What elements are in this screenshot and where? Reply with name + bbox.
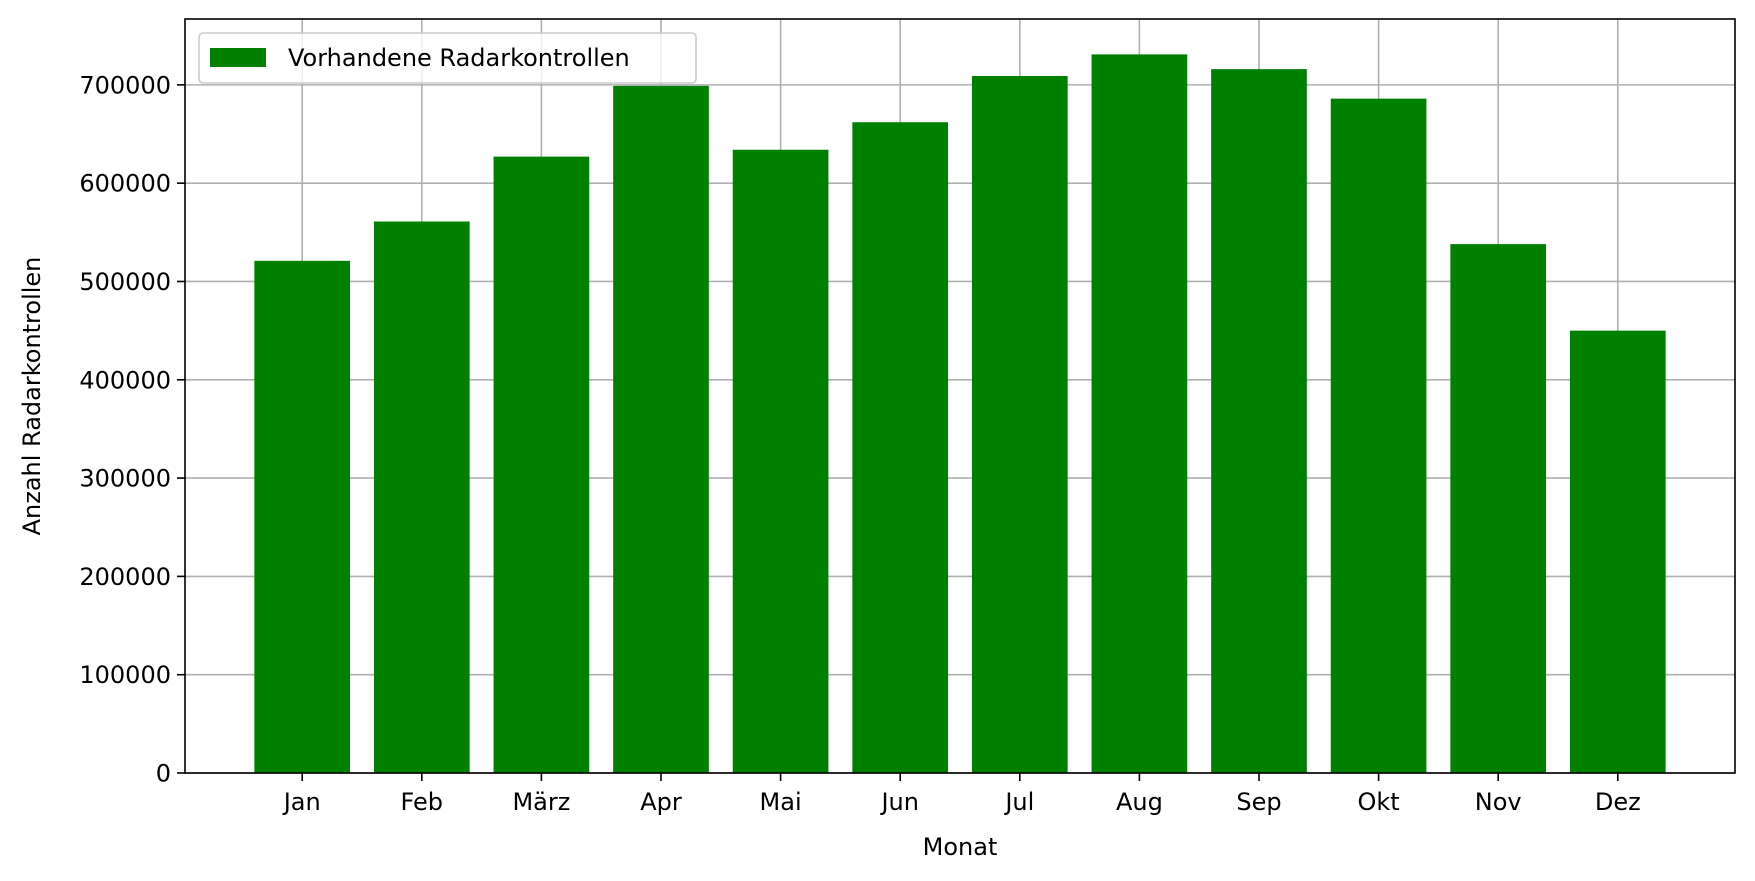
y-tick-label: 500000 bbox=[79, 268, 171, 296]
x-tick-label: März bbox=[512, 788, 570, 816]
x-tick-label: Nov bbox=[1475, 788, 1522, 816]
x-tick-label: Apr bbox=[640, 788, 682, 816]
bar-jun bbox=[852, 122, 949, 773]
plot-frame bbox=[184, 18, 1736, 774]
x-tick-label: Mai bbox=[760, 788, 802, 816]
x-tick-label: Jul bbox=[1003, 788, 1034, 816]
x-tick-label: Aug bbox=[1116, 788, 1163, 816]
x-tick-label: Feb bbox=[401, 788, 444, 816]
x-tick-label: Dez bbox=[1595, 788, 1641, 816]
y-tick-label: 100000 bbox=[79, 661, 171, 689]
y-tick-label: 700000 bbox=[79, 71, 171, 99]
legend-label: Vorhandene Radarkontrollen bbox=[288, 44, 630, 72]
bar-jan bbox=[254, 260, 351, 773]
y-tick-label: 300000 bbox=[79, 465, 171, 493]
bar-sep bbox=[1211, 69, 1307, 773]
bar-märz bbox=[493, 156, 590, 773]
legend-swatch bbox=[210, 48, 266, 67]
bar-dez bbox=[1569, 330, 1666, 773]
legend: Vorhandene Radarkontrollen bbox=[198, 32, 697, 84]
x-tick-label: Sep bbox=[1236, 788, 1281, 816]
bar-nov bbox=[1450, 244, 1547, 773]
bar-mai bbox=[732, 149, 829, 774]
y-tick-label: 0 bbox=[156, 760, 171, 788]
y-axis-ticks: 0 100000 200000 300000 400000 500000 600000 700… bbox=[79, 71, 185, 788]
bars bbox=[254, 54, 1666, 774]
x-tick-label: Jan bbox=[282, 788, 321, 816]
y-tick-label: 200000 bbox=[79, 563, 171, 591]
bar-okt bbox=[1330, 98, 1427, 773]
y-tick-label: 600000 bbox=[79, 170, 171, 198]
bar-feb bbox=[373, 221, 470, 773]
bar-apr bbox=[613, 85, 709, 773]
legend-box bbox=[198, 32, 697, 84]
x-tick-label: Okt bbox=[1357, 788, 1399, 816]
x-axis-label: Monat bbox=[923, 833, 998, 861]
y-axis-label: Anzahl Radarkontrollen bbox=[18, 257, 46, 536]
bar-aug bbox=[1091, 54, 1188, 773]
bar-jul bbox=[971, 76, 1068, 773]
y-tick-label: 400000 bbox=[79, 366, 171, 394]
x-axis-ticks: Jan Feb März Apr Mai Jun Jul Aug Sep Okt Nov Dez bbox=[282, 773, 1641, 816]
x-tick-label: Jun bbox=[879, 788, 919, 816]
